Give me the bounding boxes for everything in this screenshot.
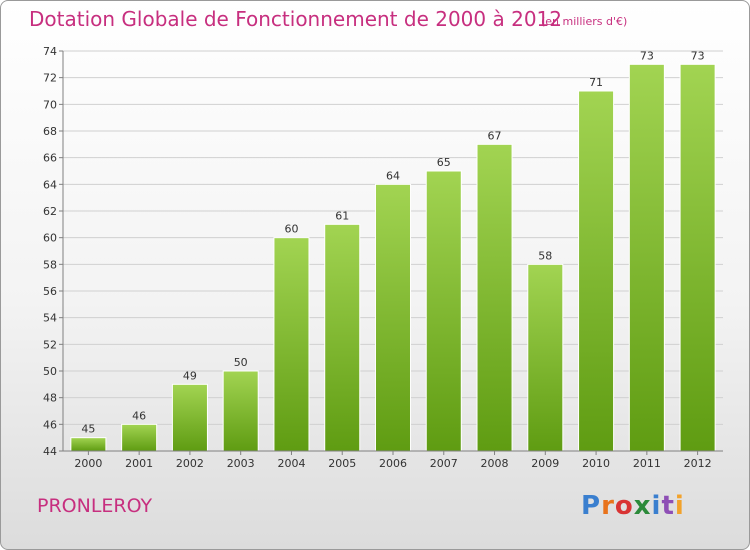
bar-2003 <box>222 370 259 452</box>
bar-2006 <box>374 183 412 452</box>
bar-2008 <box>476 143 513 452</box>
chart-title: Dotation Globale de Fonctionnement de 20… <box>29 7 562 31</box>
value-label-2002: 49 <box>183 369 197 382</box>
bar-2009 <box>527 263 564 452</box>
bar-2012 <box>679 63 716 452</box>
value-label-2011: 73 <box>640 49 654 62</box>
bar-2010 <box>578 90 615 452</box>
y-tick-label: 64 <box>43 178 57 191</box>
labels: 44 46 48 50 52 54 56 58 60 62 64 66 68 70 72 74 45 2000 46… <box>43 45 712 470</box>
logo-letter: o <box>614 491 634 521</box>
x-tick-label-2011: 2011 <box>633 457 661 470</box>
bars <box>70 63 716 452</box>
x-tick-label-2009: 2009 <box>531 457 559 470</box>
logo-letter: i <box>674 491 685 521</box>
x-tick-label-2007: 2007 <box>430 457 458 470</box>
x-tick-label-2002: 2002 <box>176 457 204 470</box>
bar-2001 <box>121 423 158 452</box>
y-tick-label: 62 <box>43 205 57 218</box>
value-label-2003: 50 <box>234 356 248 369</box>
x-tick-label-2010: 2010 <box>582 457 610 470</box>
logo-letter: t <box>661 491 675 521</box>
y-tick-label: 52 <box>43 338 57 351</box>
logo-letter: i <box>651 491 662 521</box>
y-tick-label: 50 <box>43 365 57 378</box>
y-tick-label: 66 <box>43 152 57 165</box>
bar-2007 <box>425 170 462 452</box>
value-label-2000: 45 <box>81 423 95 436</box>
value-label-2005: 61 <box>335 209 349 222</box>
x-tick-label-2003: 2003 <box>227 457 255 470</box>
y-tick-label: 48 <box>43 392 57 405</box>
y-tick-label: 44 <box>43 445 57 458</box>
value-label-2012: 73 <box>691 49 705 62</box>
value-label-2006: 64 <box>386 169 400 182</box>
y-tick-label: 46 <box>43 418 57 431</box>
y-tick-label: 58 <box>43 258 57 271</box>
commune-name: PRONLEROY <box>37 495 153 517</box>
value-label-2008: 67 <box>488 129 502 142</box>
y-tick-label: 54 <box>43 312 57 325</box>
value-label-2009: 58 <box>538 249 552 262</box>
x-tick-label-2001: 2001 <box>125 457 153 470</box>
y-tick-label: 56 <box>43 285 57 298</box>
value-label-2010: 71 <box>589 76 603 89</box>
y-tick-label: 68 <box>43 125 57 138</box>
proxiti-logo: Proxiti <box>581 491 685 521</box>
bar-2002 <box>171 383 208 452</box>
x-tick-label-2006: 2006 <box>379 457 407 470</box>
chart-subtitle: (en milliers d'€) <box>541 15 628 28</box>
x-tick-label-2004: 2004 <box>277 457 305 470</box>
logo-letter: x <box>633 491 652 521</box>
y-tick-label: 70 <box>43 98 57 111</box>
x-tick-label-2000: 2000 <box>74 457 102 470</box>
x-tick-label-2012: 2012 <box>684 457 712 470</box>
x-tick-label-2005: 2005 <box>328 457 356 470</box>
bar-2011 <box>628 63 665 452</box>
x-tick-label-2008: 2008 <box>481 457 509 470</box>
value-label-2001: 46 <box>132 409 146 422</box>
bar-2005 <box>324 223 361 452</box>
y-tick-label: 60 <box>43 232 57 245</box>
y-tick-label: 72 <box>43 72 57 85</box>
logo-letter: P <box>581 491 602 521</box>
value-label-2004: 60 <box>284 223 298 236</box>
bar-2004 <box>273 237 310 452</box>
logo-letter: r <box>601 491 615 521</box>
bar-2000 <box>70 437 107 452</box>
value-label-2007: 65 <box>437 156 451 169</box>
y-tick-label: 74 <box>43 45 57 58</box>
axes <box>59 50 723 455</box>
